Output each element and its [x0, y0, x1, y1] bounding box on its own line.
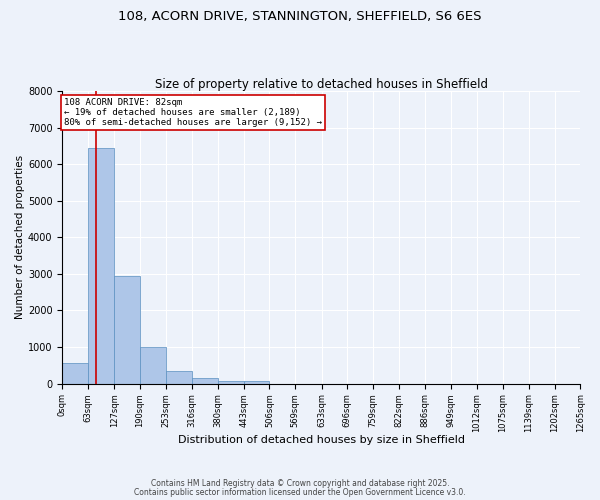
Bar: [140, 347, 166, 384]
Text: Contains HM Land Registry data © Crown copyright and database right 2025.: Contains HM Land Registry data © Crown c…: [151, 478, 449, 488]
Bar: [62, 364, 88, 384]
Bar: [191, 378, 218, 384]
Text: 108 ACORN DRIVE: 82sqm
← 19% of detached houses are smaller (2,189)
80% of semi-: 108 ACORN DRIVE: 82sqm ← 19% of detached…: [64, 98, 322, 128]
Bar: [218, 380, 244, 384]
Y-axis label: Number of detached properties: Number of detached properties: [15, 155, 25, 320]
Text: Contains public sector information licensed under the Open Government Licence v3: Contains public sector information licen…: [134, 488, 466, 497]
Bar: [244, 380, 269, 384]
Bar: [88, 148, 114, 384]
X-axis label: Distribution of detached houses by size in Sheffield: Distribution of detached houses by size …: [178, 435, 465, 445]
Text: 108, ACORN DRIVE, STANNINGTON, SHEFFIELD, S6 6ES: 108, ACORN DRIVE, STANNINGTON, SHEFFIELD…: [118, 10, 482, 23]
Bar: [114, 276, 140, 384]
Bar: [166, 370, 191, 384]
Title: Size of property relative to detached houses in Sheffield: Size of property relative to detached ho…: [155, 78, 488, 91]
